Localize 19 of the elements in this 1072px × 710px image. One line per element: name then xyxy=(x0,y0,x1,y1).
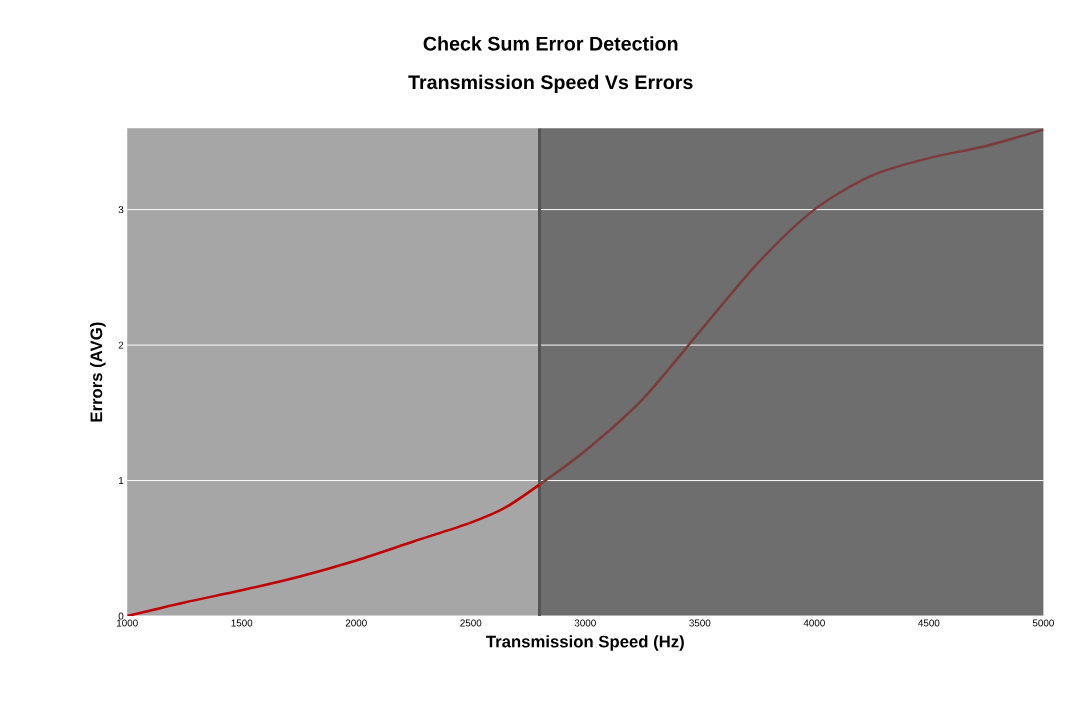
y-tick-label: 2 xyxy=(118,341,124,349)
y-axis-title: Errors (AVG) xyxy=(90,322,106,422)
chart-subtitle: Transmission Speed Vs Errors xyxy=(408,74,693,94)
chart-title: Check Sum Error Detection xyxy=(423,36,678,51)
x-tick-label: 1500 xyxy=(231,619,253,627)
x-tick-label: 2500 xyxy=(460,619,482,627)
x-tick-label: 1000 xyxy=(117,619,138,627)
y-tick-label: 0 xyxy=(118,612,124,620)
x-tick-label: 3500 xyxy=(689,619,711,627)
line-series xyxy=(538,128,1044,486)
y-tick-label: 3 xyxy=(118,206,124,214)
x-tick-label: 5000 xyxy=(1032,619,1054,627)
line-series xyxy=(127,483,541,617)
x-tick-label: 4000 xyxy=(803,619,825,627)
y-tick-label: 1 xyxy=(119,477,124,485)
x-axis-title: Transmission Speed (Hz) xyxy=(486,635,684,651)
x-tick-label: 4500 xyxy=(918,619,940,627)
x-tick-label: 3000 xyxy=(574,619,596,627)
x-tick-label: 2000 xyxy=(345,619,367,627)
